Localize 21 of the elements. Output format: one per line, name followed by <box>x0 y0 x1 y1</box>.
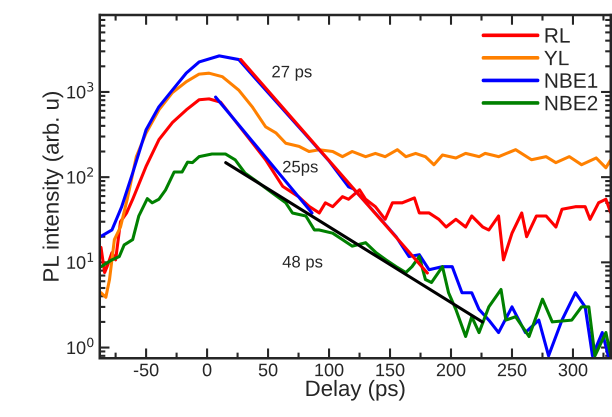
legend-label: YL <box>544 50 569 66</box>
annotation: 27 ps <box>272 66 312 81</box>
x-axis-title: Delay (ps) <box>306 380 405 401</box>
annotation: 25ps <box>283 160 318 176</box>
y-tick-label: 10$^{1}$ <box>67 252 94 269</box>
annotation: 48 ps <box>282 256 322 271</box>
y-tick-label: 10$^{2}$ <box>67 167 94 184</box>
x-tick-label: 200 <box>436 364 466 376</box>
x-tick-label: 0 <box>202 364 212 376</box>
legend-label: RL <box>546 28 570 43</box>
x-tick-label: 100 <box>315 364 344 376</box>
y-axis-title: PL intensity (arb. u) <box>42 92 64 281</box>
legend-label: NBE2 <box>546 96 598 110</box>
x-tick-label: 250 <box>498 364 526 376</box>
y-tick-label: 10$^{3}$ <box>67 82 94 99</box>
legend-label: NBE1 <box>546 73 598 88</box>
x-tick-label: 150 <box>376 364 404 376</box>
x-tick-label: -50 <box>134 364 158 376</box>
y-tick-label: 10$^{0}$ <box>67 338 94 354</box>
x-tick-label: 300 <box>558 364 588 376</box>
x-tick-label: 50 <box>258 364 278 376</box>
